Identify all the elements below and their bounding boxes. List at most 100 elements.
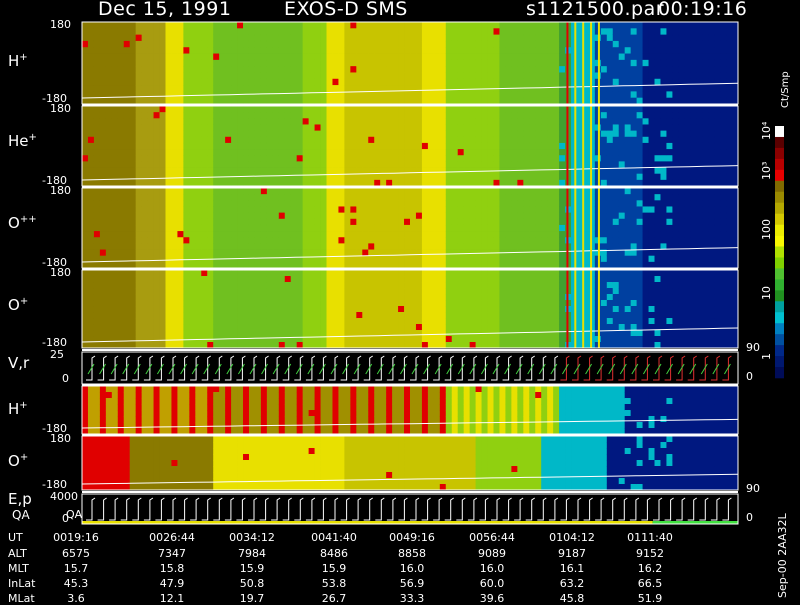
colorbar-swatch-10: [775, 236, 784, 247]
colorbar-swatch-8: [775, 214, 784, 225]
panel-frame-4: [82, 352, 738, 384]
table-cell: 16.2: [638, 562, 663, 575]
table-row-label: MLT: [8, 562, 29, 575]
colorbar-label-3: 10: [760, 286, 773, 300]
table-cell: 26.7: [322, 592, 347, 605]
table-cell: 60.0: [480, 577, 505, 590]
panel-top-tick-2: 180: [50, 184, 71, 197]
right-tick-1: 0: [746, 370, 753, 383]
panel-label-text-7: E,p: [8, 490, 32, 508]
panel-top-tick-0: 180: [50, 18, 71, 31]
colorbar-swatch-17: [775, 312, 784, 323]
colorbar-swatch-0: [775, 126, 784, 137]
colorbar-swatch-1: [775, 137, 784, 148]
table-cell: 47.9: [160, 577, 185, 590]
table-cell: 0111:40: [627, 531, 673, 544]
table-cell: 12.1: [160, 592, 185, 605]
panel-label-sup-3: +: [20, 296, 28, 307]
table-cell: 33.3: [400, 592, 425, 605]
panel-3: [82, 270, 738, 348]
colorbar-swatch-13: [775, 268, 784, 279]
right-tick-3: 0: [746, 511, 753, 524]
panel-6: [82, 436, 738, 490]
colorbar-swatch-15: [775, 290, 784, 301]
table-cell: 56.9: [400, 577, 425, 590]
table-cell: 8858: [398, 547, 426, 560]
colorbar-swatch-14: [775, 279, 784, 290]
table-cell: 16.1: [560, 562, 585, 575]
colorbar-swatch-22: [775, 367, 784, 378]
colorbar-swatch-9: [775, 225, 784, 236]
panel-top-tick-1: 180: [50, 102, 71, 115]
table-cell: 7984: [238, 547, 266, 560]
table-row-label: MLat: [8, 592, 35, 605]
panel-1: [82, 106, 738, 186]
table-cell: 9152: [636, 547, 664, 560]
table-cell: 0049:16: [389, 531, 435, 544]
panel-top-tick-3: 180: [50, 266, 71, 279]
table-cell: 15.9: [322, 562, 347, 575]
colorbar-label-0: 10⁴: [760, 122, 773, 140]
table-cell: 9187: [558, 547, 586, 560]
panel-label-2: O++: [8, 214, 37, 232]
panel-bottom-tick-4: 0: [62, 372, 69, 385]
table-cell: 53.8: [322, 577, 347, 590]
table-cell: 7347: [158, 547, 186, 560]
table-row-label: ALT: [8, 547, 27, 560]
colorbar-swatch-3: [775, 159, 784, 170]
table-cell: 0041:40: [311, 531, 357, 544]
colorbar-label-1: 10³: [760, 162, 773, 180]
colorbar-swatch-2: [775, 148, 784, 159]
panel-label-sup-5: +: [19, 400, 27, 411]
panel-top-tick-7: 4000: [50, 490, 78, 503]
table-cell: 15.7: [64, 562, 89, 575]
table-cell: 15.9: [240, 562, 265, 575]
table-cell: 0019:16: [53, 531, 99, 544]
colorbar-label-2: 100: [760, 219, 773, 240]
table-cell: 45.8: [560, 592, 585, 605]
panel-label-sup-2: ++: [20, 214, 37, 225]
table-cell: 19.7: [240, 592, 265, 605]
panel-label-1: He+: [8, 132, 37, 150]
colorbar-swatch-5: [775, 181, 784, 192]
panel-label-sup-0: +: [19, 52, 27, 63]
panel-label-text-5: H: [8, 400, 19, 418]
panel-label-text-6: O: [8, 452, 20, 470]
colorbar-label-4: 1: [760, 353, 773, 360]
panel-label-text-3: O: [8, 296, 20, 314]
colorbar: [775, 126, 784, 378]
table-row-label: InLat: [8, 577, 35, 590]
table-cell: 15.8: [160, 562, 185, 575]
footer-note: Sep-00 2AA32L: [776, 513, 789, 598]
table-cell: 9089: [478, 547, 506, 560]
colorbar-swatch-16: [775, 301, 784, 312]
colorbar-unit: Ct/Smp: [780, 71, 791, 108]
qa-label-text: QA: [12, 508, 30, 522]
right-tick-0: 90: [746, 341, 760, 354]
panel-label-sup-1: +: [29, 132, 37, 143]
qa-label: QA: [66, 508, 82, 521]
panel-top-tick-6: 180: [50, 432, 71, 445]
table-row-label: UT: [8, 531, 23, 544]
table-cell: 6575: [62, 547, 90, 560]
table-cell: 45.3: [64, 577, 89, 590]
panel-2: [82, 188, 738, 268]
table-cell: 0104:12: [549, 531, 595, 544]
panel-label-3: O+: [8, 296, 28, 314]
panel-label-0: H+: [8, 52, 28, 70]
table-cell: 0034:12: [229, 531, 275, 544]
colorbar-swatch-7: [775, 203, 784, 214]
table-cell: 8486: [320, 547, 348, 560]
panel-label-5: H+: [8, 400, 28, 418]
colorbar-swatch-18: [775, 323, 784, 334]
table-cell: 63.2: [560, 577, 585, 590]
panel-4: [82, 352, 738, 384]
table-cell: 66.5: [638, 577, 663, 590]
panel-0: [82, 22, 738, 104]
right-tick-2: 90: [746, 482, 760, 495]
table-cell: 16.0: [480, 562, 505, 575]
panel-label-7: E,p: [8, 490, 32, 508]
panel-label-6: O+: [8, 452, 28, 470]
panel-top-tick-4: 25: [50, 348, 64, 361]
